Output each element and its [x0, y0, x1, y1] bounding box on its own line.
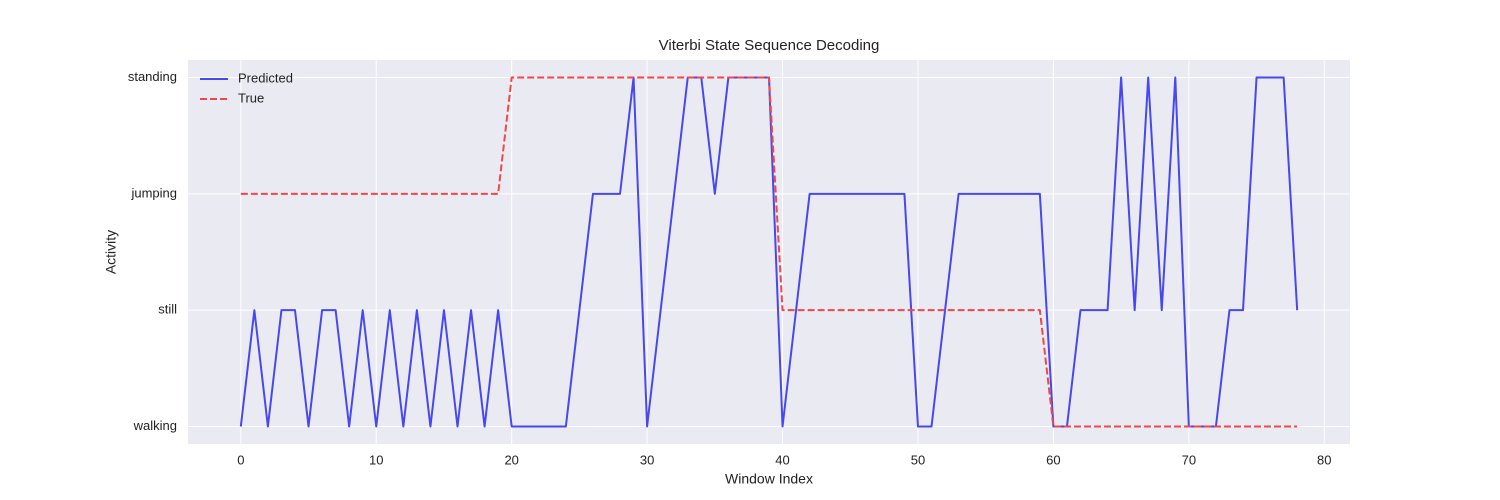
x-axis-label: Window Index: [725, 471, 813, 487]
x-tick-label: 20: [504, 452, 518, 467]
chart-title: Viterbi State Sequence Decoding: [659, 37, 880, 54]
x-tick-label: 0: [237, 452, 244, 467]
x-tick-label: 10: [369, 452, 383, 467]
y-tick-label: jumping: [130, 185, 177, 200]
y-tick-label: walking: [133, 418, 177, 433]
lines: [239, 76, 1299, 428]
x-tick-label: 70: [1182, 452, 1196, 467]
x-tick-label: 50: [911, 452, 925, 467]
legend-label: Predicted: [238, 70, 293, 85]
legend-label: True: [238, 90, 264, 105]
y-axis-label: Activity: [103, 230, 119, 274]
y-tick-label: standing: [128, 69, 177, 84]
series-line: [240, 76, 1298, 428]
x-tick-label: 30: [640, 452, 654, 467]
x-tick-label: 60: [1046, 452, 1060, 467]
legend: Predicted True: [200, 70, 293, 105]
x-tick-label: 80: [1317, 452, 1331, 467]
x-tick-label: 40: [775, 452, 789, 467]
y-tick-label: still: [158, 302, 177, 317]
plot-area: [188, 60, 1350, 444]
